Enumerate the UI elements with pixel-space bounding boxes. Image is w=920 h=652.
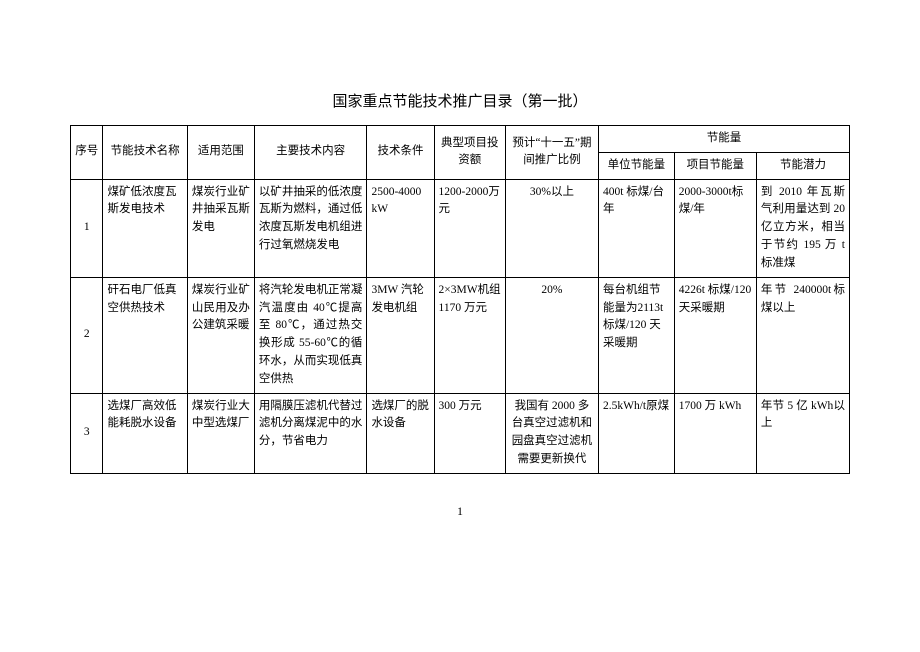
page-title: 国家重点节能技术推广目录（第一批） — [70, 90, 850, 111]
page-number: 1 — [70, 504, 850, 519]
cell-invest: 1200-2000万元 — [434, 179, 505, 277]
cell-name: 矸石电厂低真空供热技术 — [103, 277, 187, 393]
cell-no: 3 — [71, 393, 103, 473]
cell-potential: 年节 5 亿 kWh以上 — [756, 393, 849, 473]
col-unit: 单位节能量 — [598, 152, 674, 179]
cell-proj: 2000-3000t标煤/年 — [674, 179, 756, 277]
col-energy-group: 节能量 — [598, 126, 849, 153]
cell-proj: 1700 万 kWh — [674, 393, 756, 473]
col-cond: 技术条件 — [367, 126, 434, 180]
cell-name: 选煤厂高效低能耗脱水设备 — [103, 393, 187, 473]
cell-cond: 2500-4000 kW — [367, 179, 434, 277]
cell-scope: 煤炭行业矿井抽采瓦斯发电 — [187, 179, 254, 277]
col-scope: 适用范围 — [187, 126, 254, 180]
col-potential: 节能潜力 — [756, 152, 849, 179]
cell-scope: 煤炭行业矿山民用及办公建筑采暖 — [187, 277, 254, 393]
cell-no: 1 — [71, 179, 103, 277]
cell-ratio: 我国有 2000 多台真空过滤机和园盘真空过滤机需要更新换代 — [505, 393, 598, 473]
cell-content: 以矿井抽采的低浓度瓦斯为燃料，通过低浓度瓦斯发电机组进行过氧燃烧发电 — [254, 179, 367, 277]
table-row: 1煤矿低浓度瓦斯发电技术煤炭行业矿井抽采瓦斯发电以矿井抽采的低浓度瓦斯为燃料，通… — [71, 179, 850, 277]
cell-scope: 煤炭行业大中型选煤厂 — [187, 393, 254, 473]
header-row-1: 序号 节能技术名称 适用范围 主要技术内容 技术条件 典型项目投资额 预计“十一… — [71, 126, 850, 153]
col-no: 序号 — [71, 126, 103, 180]
cell-unit: 2.5kWh/t原煤 — [598, 393, 674, 473]
cell-unit: 400t 标煤/台年 — [598, 179, 674, 277]
cell-potential: 到 2010 年瓦斯气利用量达到 20 亿立方米，相当于节约 195 万 t 标… — [756, 179, 849, 277]
col-name: 节能技术名称 — [103, 126, 187, 180]
cell-cond: 3MW 汽轮发电机组 — [367, 277, 434, 393]
table-row: 2矸石电厂低真空供热技术煤炭行业矿山民用及办公建筑采暖将汽轮发电机正常凝汽温度由… — [71, 277, 850, 393]
col-invest: 典型项目投资额 — [434, 126, 505, 180]
main-table: 序号 节能技术名称 适用范围 主要技术内容 技术条件 典型项目投资额 预计“十一… — [70, 125, 850, 474]
col-ratio: 预计“十一五”期间推广比例 — [505, 126, 598, 180]
cell-content: 用隔膜压滤机代替过滤机分离煤泥中的水分，节省电力 — [254, 393, 367, 473]
cell-unit: 每台机组节能量为2113t 标煤/120 天采暖期 — [598, 277, 674, 393]
cell-invest: 300 万元 — [434, 393, 505, 473]
cell-ratio: 30%以上 — [505, 179, 598, 277]
cell-ratio: 20% — [505, 277, 598, 393]
cell-invest: 2×3MW机组1170 万元 — [434, 277, 505, 393]
cell-content: 将汽轮发电机正常凝汽温度由 40℃提高至 80℃，通过热交换形成 55-60℃的… — [254, 277, 367, 393]
table-row: 3选煤厂高效低能耗脱水设备煤炭行业大中型选煤厂用隔膜压滤机代替过滤机分离煤泥中的… — [71, 393, 850, 473]
col-proj: 项目节能量 — [674, 152, 756, 179]
cell-potential: 年节 240000t标煤以上 — [756, 277, 849, 393]
cell-proj: 4226t 标煤/120 天采暖期 — [674, 277, 756, 393]
col-content: 主要技术内容 — [254, 126, 367, 180]
cell-name: 煤矿低浓度瓦斯发电技术 — [103, 179, 187, 277]
cell-cond: 选煤厂的脱水设备 — [367, 393, 434, 473]
cell-no: 2 — [71, 277, 103, 393]
